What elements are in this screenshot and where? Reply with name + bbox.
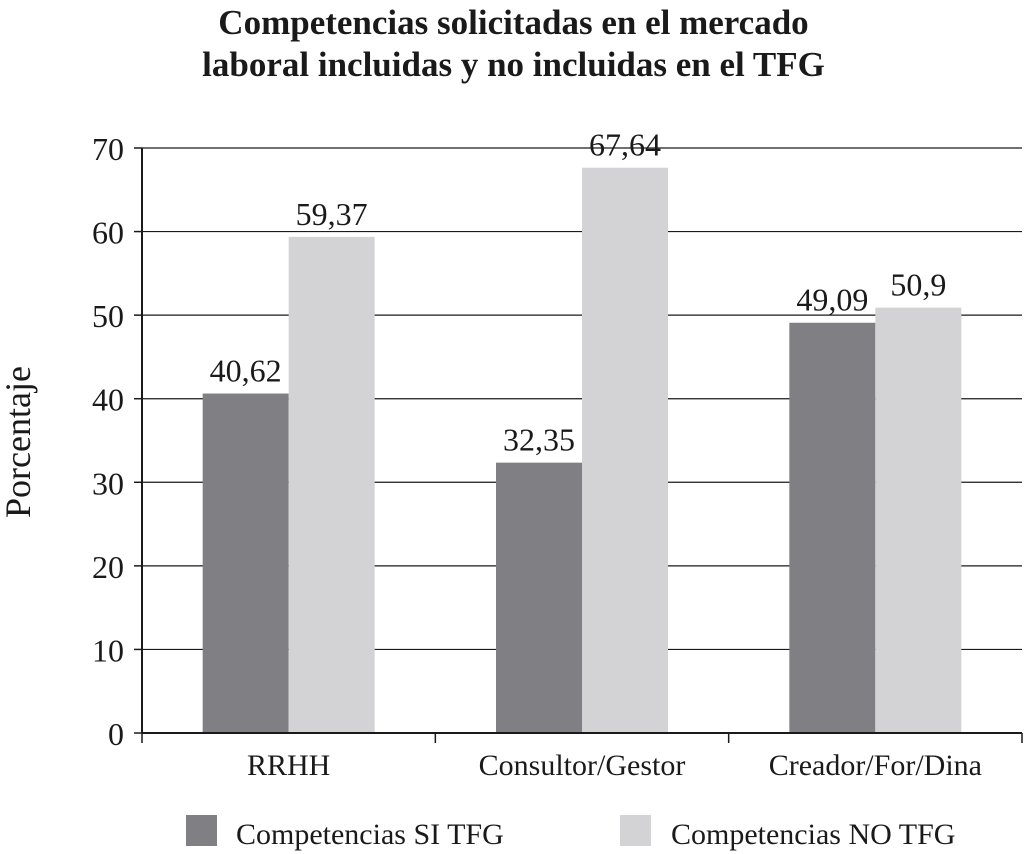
data-label-0-0: 40,62 bbox=[210, 353, 282, 389]
bar-0-0 bbox=[202, 393, 289, 733]
y-tick-label: 50 bbox=[92, 298, 124, 334]
data-label-2-0: 49,09 bbox=[796, 282, 868, 318]
y-tick-label: 70 bbox=[92, 131, 124, 167]
legend-swatch-0 bbox=[186, 815, 217, 846]
chart-title: Competencias solicitadas en el mercado l… bbox=[0, 2, 1027, 86]
legend-label-1: Competencias NO TFG bbox=[671, 818, 955, 851]
x-tick-labels: RRHH Consultor/Gestor Creador/For/Dina bbox=[247, 749, 982, 782]
y-tick-label: 30 bbox=[92, 465, 124, 501]
chart-title-line-1: Competencias solicitadas en el mercado bbox=[218, 3, 809, 42]
bar-1-1 bbox=[582, 167, 668, 734]
bars bbox=[202, 167, 962, 734]
x-tick-label: Consultor/Gestor bbox=[479, 749, 686, 782]
data-label-0-1: 59,37 bbox=[296, 196, 368, 232]
bar-0-1 bbox=[288, 236, 375, 733]
y-tick-label: 0 bbox=[108, 716, 124, 752]
value-labels: 40,62 59,37 32,35 67,64 49,09 50,9 bbox=[210, 127, 947, 458]
bar-2-0 bbox=[789, 322, 876, 733]
legend-swatch-1 bbox=[620, 815, 651, 846]
y-tick-label: 60 bbox=[92, 215, 124, 251]
x-tick-label: Creador/For/Dina bbox=[769, 749, 982, 782]
axes bbox=[134, 147, 1023, 743]
x-tick-label: RRHH bbox=[247, 749, 330, 782]
legend: Competencias SI TFG Competencias NO TFG bbox=[186, 815, 955, 851]
chart-title-line-2: laboral incluidas y no incluidas en el T… bbox=[202, 45, 825, 84]
data-label-1-0: 32,35 bbox=[503, 422, 575, 458]
bar-1-0 bbox=[496, 462, 582, 733]
y-axis-label: Porcentaje bbox=[0, 366, 38, 518]
data-label-1-1: 67,64 bbox=[589, 127, 661, 163]
bar-2-1 bbox=[875, 307, 962, 733]
data-label-2-1: 50,9 bbox=[890, 267, 946, 303]
y-tick-label: 20 bbox=[92, 549, 124, 585]
y-tick-label: 40 bbox=[92, 382, 124, 418]
legend-label-0: Competencias SI TFG bbox=[236, 818, 504, 851]
y-tick-labels: 0 10 20 30 40 50 60 70 bbox=[92, 131, 124, 752]
y-tick-label: 10 bbox=[92, 632, 124, 668]
